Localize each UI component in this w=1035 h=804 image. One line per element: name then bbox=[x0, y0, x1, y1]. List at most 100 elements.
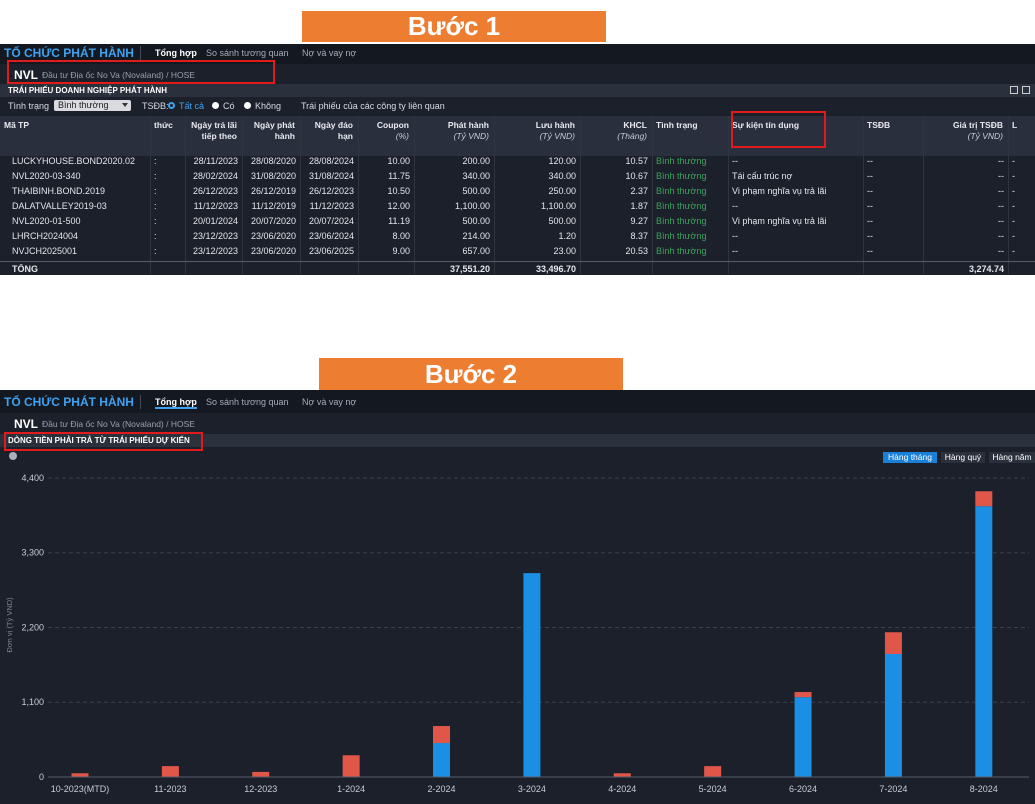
table-cell: DALATVALLEY2019-03 bbox=[12, 201, 107, 211]
bar-segment bbox=[433, 743, 451, 777]
table-cell: 10.00 bbox=[387, 156, 410, 166]
table-cell: 26/12/2023 bbox=[308, 186, 354, 196]
checkbox[interactable] bbox=[289, 102, 296, 109]
table-cell: LUCKYHOUSE.BOND2020.02 bbox=[12, 156, 136, 166]
column-header: Ngày đáo hạn bbox=[304, 120, 353, 142]
table-cell: 9.27 bbox=[630, 216, 648, 226]
radio[interactable] bbox=[212, 102, 219, 109]
table-cell: -- bbox=[998, 156, 1004, 166]
table-cell: 120.00 bbox=[548, 156, 576, 166]
status-select[interactable]: Bình thường bbox=[54, 100, 131, 111]
step-banner: Bước 1 bbox=[302, 11, 606, 42]
column-header: KHCL (Tháng) bbox=[584, 120, 647, 142]
table-cell: THAIBINH.BOND.2019 bbox=[12, 186, 106, 196]
table-cell: 20.53 bbox=[625, 246, 648, 256]
table-cell: 26/12/2019 bbox=[250, 186, 296, 196]
table-cell: 11/12/2023 bbox=[309, 201, 354, 211]
column-unit: (Tỷ VND) bbox=[539, 131, 575, 141]
bond-panel: TỔ CHỨC PHÁT HÀNH Tổng hợp So sánh tương q… bbox=[0, 44, 1035, 275]
bar-segment bbox=[523, 573, 541, 777]
tab[interactable]: Nợ và vay nợ bbox=[302, 397, 357, 407]
total-cell: TỔNG bbox=[12, 264, 38, 274]
period-button[interactable]: Hàng tháng bbox=[883, 452, 937, 463]
bar-segment bbox=[433, 726, 451, 744]
table-cell: 28/08/2020 bbox=[250, 156, 296, 166]
bar-segment bbox=[794, 697, 812, 777]
table-cell: 1,100.00 bbox=[454, 201, 490, 211]
table-cell: -- bbox=[998, 246, 1004, 256]
y-tick-label: 1,100 bbox=[21, 697, 44, 707]
bar-segment bbox=[884, 653, 902, 777]
tab[interactable]: So sánh tương quan bbox=[206, 48, 289, 58]
table-cell: 8.00 bbox=[392, 231, 410, 241]
period-button[interactable]: Hàng năm bbox=[989, 452, 1035, 463]
table-cell: 28/08/2024 bbox=[308, 156, 354, 166]
table-cell: 500.00 bbox=[462, 216, 490, 226]
column-label: Phát hành bbox=[447, 120, 489, 130]
column-divider bbox=[300, 116, 301, 274]
table-cell: 1,100.00 bbox=[540, 201, 576, 211]
table-cell: Vi phạm nghĩa vụ trả lãi bbox=[732, 186, 827, 196]
tab[interactable]: Tổng hợp bbox=[155, 397, 197, 409]
period-button[interactable]: Hàng quý bbox=[941, 452, 985, 463]
table-cell: : bbox=[154, 201, 157, 211]
table-cell: 12.00 bbox=[387, 201, 410, 211]
x-tick-label: 2-2024 bbox=[428, 784, 456, 794]
table-cell: 214.00 bbox=[462, 231, 490, 241]
highlight-box bbox=[4, 432, 203, 451]
table-cell: 10.57 bbox=[625, 156, 648, 166]
tab[interactable]: Nợ và vay nợ bbox=[302, 48, 357, 58]
table-cell: : bbox=[154, 231, 157, 241]
column-label: Mã TP bbox=[4, 120, 30, 130]
header-bar bbox=[0, 44, 1035, 64]
ticker: NVL bbox=[14, 417, 38, 431]
separator bbox=[140, 395, 141, 409]
table-cell: -- bbox=[867, 246, 873, 256]
column-label: KHCL bbox=[623, 120, 647, 130]
table-cell: 23/06/2025 bbox=[308, 246, 354, 256]
column-divider bbox=[728, 116, 729, 274]
window-icon bbox=[1010, 86, 1018, 94]
tab[interactable]: Tổng hợp bbox=[155, 48, 197, 58]
table-cell: -- bbox=[998, 201, 1004, 211]
table-cell: -- bbox=[998, 231, 1004, 241]
x-tick-label: 5-2024 bbox=[699, 784, 727, 794]
table-cell: 11.75 bbox=[388, 171, 410, 181]
column-header: L bbox=[1012, 120, 1030, 131]
table-cell: - bbox=[1012, 186, 1015, 196]
bar-segment bbox=[161, 766, 179, 777]
column-unit: (%) bbox=[395, 131, 409, 141]
table-cell: Bình thường bbox=[656, 231, 707, 241]
radio[interactable] bbox=[168, 102, 175, 109]
y-tick-label: 2,200 bbox=[21, 622, 44, 632]
table-cell: 340.00 bbox=[548, 171, 576, 181]
total-cell: 33,496.70 bbox=[535, 264, 576, 274]
table-cell: - bbox=[1012, 171, 1015, 181]
column-divider bbox=[242, 116, 243, 274]
y-tick-label: 4,400 bbox=[21, 473, 44, 483]
highlight-box bbox=[731, 111, 826, 148]
column-header: Phát hành (Tỷ VND) bbox=[418, 120, 489, 142]
table-cell: -- bbox=[867, 201, 873, 211]
radio[interactable] bbox=[244, 102, 251, 109]
x-tick-label: 10-2023(MTD) bbox=[51, 784, 110, 794]
tab[interactable]: So sánh tương quan bbox=[206, 397, 289, 407]
column-unit: (Tỷ VND) bbox=[967, 131, 1003, 141]
radio-label: Không bbox=[255, 101, 282, 111]
tsdb-label: TSĐB: bbox=[142, 101, 169, 111]
table-cell: 1.87 bbox=[630, 201, 648, 211]
table-cell: 20/07/2020 bbox=[250, 216, 296, 226]
column-label: Ngày phát hành bbox=[253, 120, 295, 141]
separator bbox=[140, 46, 141, 60]
column-label: thức bbox=[154, 120, 173, 130]
column-divider bbox=[185, 116, 186, 274]
table-cell: LHRCH2024004 bbox=[12, 231, 79, 241]
table-cell: -- bbox=[732, 156, 738, 166]
bar-segment bbox=[884, 632, 902, 654]
column-header: Mã TP bbox=[4, 120, 145, 131]
column-divider bbox=[494, 116, 495, 274]
table-cell: 23/12/2023 bbox=[192, 231, 238, 241]
table-cell: : bbox=[154, 216, 157, 226]
select-arrow bbox=[122, 103, 128, 107]
bar-segment bbox=[613, 773, 631, 777]
